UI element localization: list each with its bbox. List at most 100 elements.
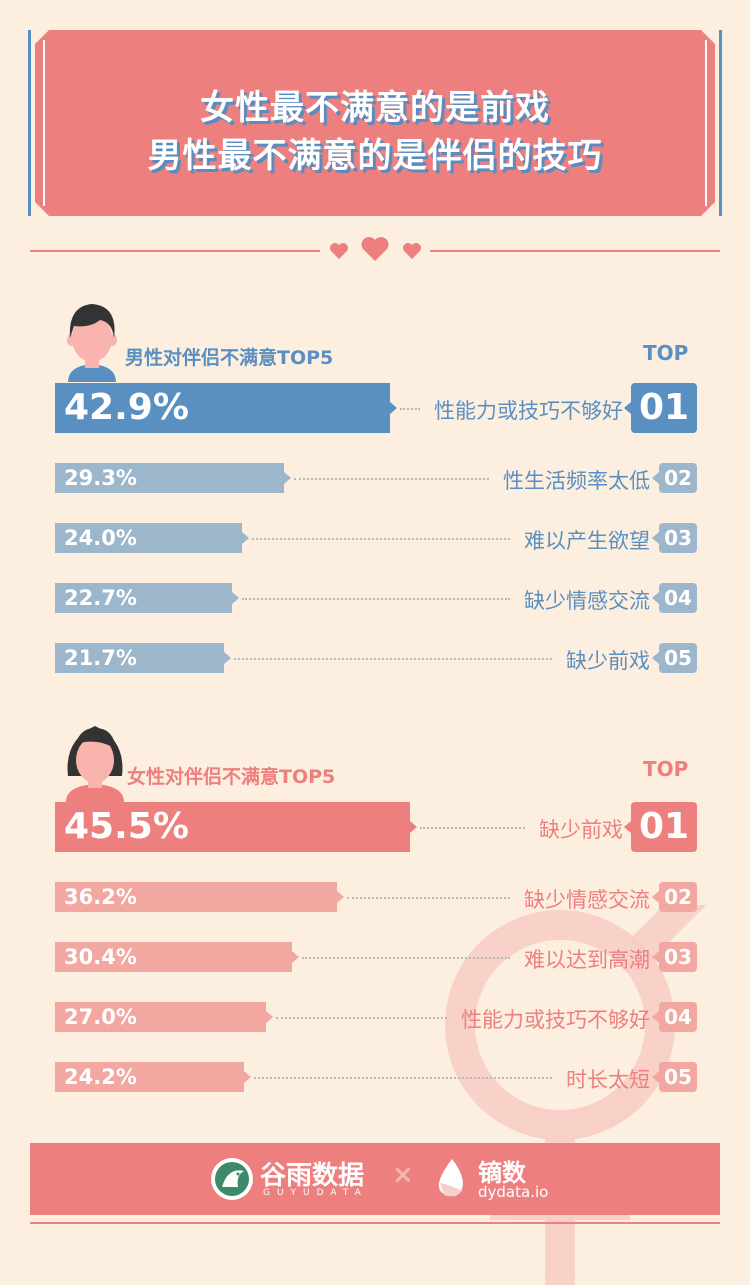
female-bar-2: 36.2% <box>55 882 344 912</box>
female-category-label: 时长太短 <box>566 1068 650 1092</box>
male-bar-value-label: 24.0% <box>64 526 137 550</box>
bar-arrow-icon <box>410 821 417 833</box>
female-bar-value-label: 36.2% <box>64 885 137 909</box>
guyu-logo-name: 谷雨数据 <box>260 1161 365 1191</box>
male-rank-number: 04 <box>664 586 692 610</box>
bar-arrow-icon <box>390 402 397 414</box>
male-bar-value-label: 21.7% <box>64 646 137 670</box>
banner-border-right <box>705 40 707 206</box>
male-rank-badge: 05 <box>652 643 697 673</box>
title-line-2: 男性最不满意的是伴侣的技巧 <box>147 136 603 176</box>
female-rank-badge: 02 <box>652 882 697 912</box>
footer-line <box>30 1222 720 1224</box>
male-top-label: TOP <box>643 341 689 365</box>
male-rank-number: 02 <box>664 466 692 490</box>
guyu-logo-sub: GUYUDATA <box>263 1188 368 1198</box>
bar-arrow-icon <box>337 891 344 903</box>
dotted-leader-line <box>234 658 552 660</box>
bar-arrow-icon <box>232 592 239 604</box>
male-category-label: 缺少情感交流 <box>524 589 650 613</box>
rank-pointer-icon <box>652 532 659 544</box>
cross-separator: × <box>392 1160 414 1190</box>
male-bar-1: 42.9% <box>55 383 397 433</box>
female-rank-number: 01 <box>638 806 690 847</box>
female-bar-5: 24.2% <box>55 1062 251 1092</box>
female-avatar-icon <box>66 726 124 802</box>
male-rank-number: 05 <box>664 646 692 670</box>
female-category-label: 缺少情感交流 <box>524 888 650 912</box>
female-rank-number: 03 <box>664 945 692 969</box>
bar-arrow-icon <box>242 532 249 544</box>
bar-arrow-icon <box>244 1071 251 1083</box>
banner-corner-br <box>701 202 715 216</box>
bar-arrow-icon <box>284 472 291 484</box>
bar-arrow-icon <box>292 951 299 963</box>
female-rank-number: 02 <box>664 885 692 909</box>
dotted-leader-line <box>347 897 510 899</box>
banner-corner-bl <box>35 202 49 216</box>
male-bar-value-label: 22.7% <box>64 586 137 610</box>
heart-icon <box>403 243 421 259</box>
banner-outer-line-left <box>28 30 31 216</box>
female-bar-value-label: 45.5% <box>64 806 189 847</box>
male-bar-4: 22.7% <box>55 583 239 613</box>
dotted-leader-line <box>294 478 489 480</box>
female-rank-badge: 01 <box>624 802 697 852</box>
dotted-leader-line <box>302 957 510 959</box>
rank-pointer-icon <box>652 891 659 903</box>
rank-pointer-icon <box>652 1011 659 1023</box>
female-rank-badge: 03 <box>652 942 697 972</box>
dotted-leader-line <box>252 538 510 540</box>
rank-pointer-icon <box>652 472 659 484</box>
guyu-bird-logo-icon <box>211 1158 253 1200</box>
female-bar-value-label: 24.2% <box>64 1065 137 1089</box>
male-rank-badge: 03 <box>652 523 697 553</box>
dotted-leader-line <box>242 598 510 600</box>
male-bar-2: 29.3% <box>55 463 291 493</box>
female-rank-number: 05 <box>664 1065 692 1089</box>
male-rank-number: 01 <box>638 387 690 428</box>
title-banner <box>35 30 715 216</box>
female-category-label: 性能力或技巧不够好 <box>461 1008 650 1032</box>
female-section-title: 女性对伴侣不满意TOP5 <box>127 766 336 788</box>
banner-border-left <box>43 40 45 206</box>
dydata-logo-sub: dydata.io <box>478 1183 549 1201</box>
female-bar-4: 27.0% <box>55 1002 273 1032</box>
footer-banner <box>30 1143 720 1215</box>
bar-arrow-icon <box>224 652 231 664</box>
rank-pointer-icon <box>652 652 659 664</box>
banner-corner-tr <box>701 30 715 44</box>
divider-right <box>430 250 720 252</box>
female-rank-badge: 04 <box>652 1002 697 1032</box>
divider-left <box>30 250 320 252</box>
dotted-leader-line <box>400 408 420 410</box>
dydata-logo-name: 镝数 <box>478 1159 526 1187</box>
male-bar-value-label: 42.9% <box>64 387 189 428</box>
male-category-label: 难以产生欲望 <box>524 529 650 553</box>
male-bar-3: 24.0% <box>55 523 249 553</box>
female-rank-number: 04 <box>664 1005 692 1029</box>
male-section-title: 男性对伴侣不满意TOP5 <box>125 347 334 369</box>
male-rank-badge: 01 <box>624 383 697 433</box>
male-bar-5: 21.7% <box>55 643 231 673</box>
male-rank-badge: 04 <box>652 583 697 613</box>
female-bar-1: 45.5% <box>55 802 417 852</box>
rank-pointer-icon <box>652 951 659 963</box>
dydata-drop-logo-icon <box>438 1159 463 1197</box>
dotted-leader-line <box>254 1077 552 1079</box>
male-rank-number: 03 <box>664 526 692 550</box>
rank-pointer-icon <box>652 592 659 604</box>
heart-icon-large <box>361 237 389 261</box>
female-rank-badge: 05 <box>652 1062 697 1092</box>
male-category-label: 缺少前戏 <box>566 649 650 673</box>
female-top-label: TOP <box>643 757 689 781</box>
heart-icon <box>330 243 348 259</box>
male-avatar-icon <box>67 304 117 382</box>
male-rank-badge: 02 <box>652 463 697 493</box>
bar-arrow-icon <box>266 1011 273 1023</box>
female-category-label: 难以达到高潮 <box>524 948 650 972</box>
rank-pointer-icon <box>624 402 631 414</box>
female-category-label: 缺少前戏 <box>539 818 623 842</box>
female-bar-3: 30.4% <box>55 942 299 972</box>
dotted-leader-line <box>420 827 525 829</box>
